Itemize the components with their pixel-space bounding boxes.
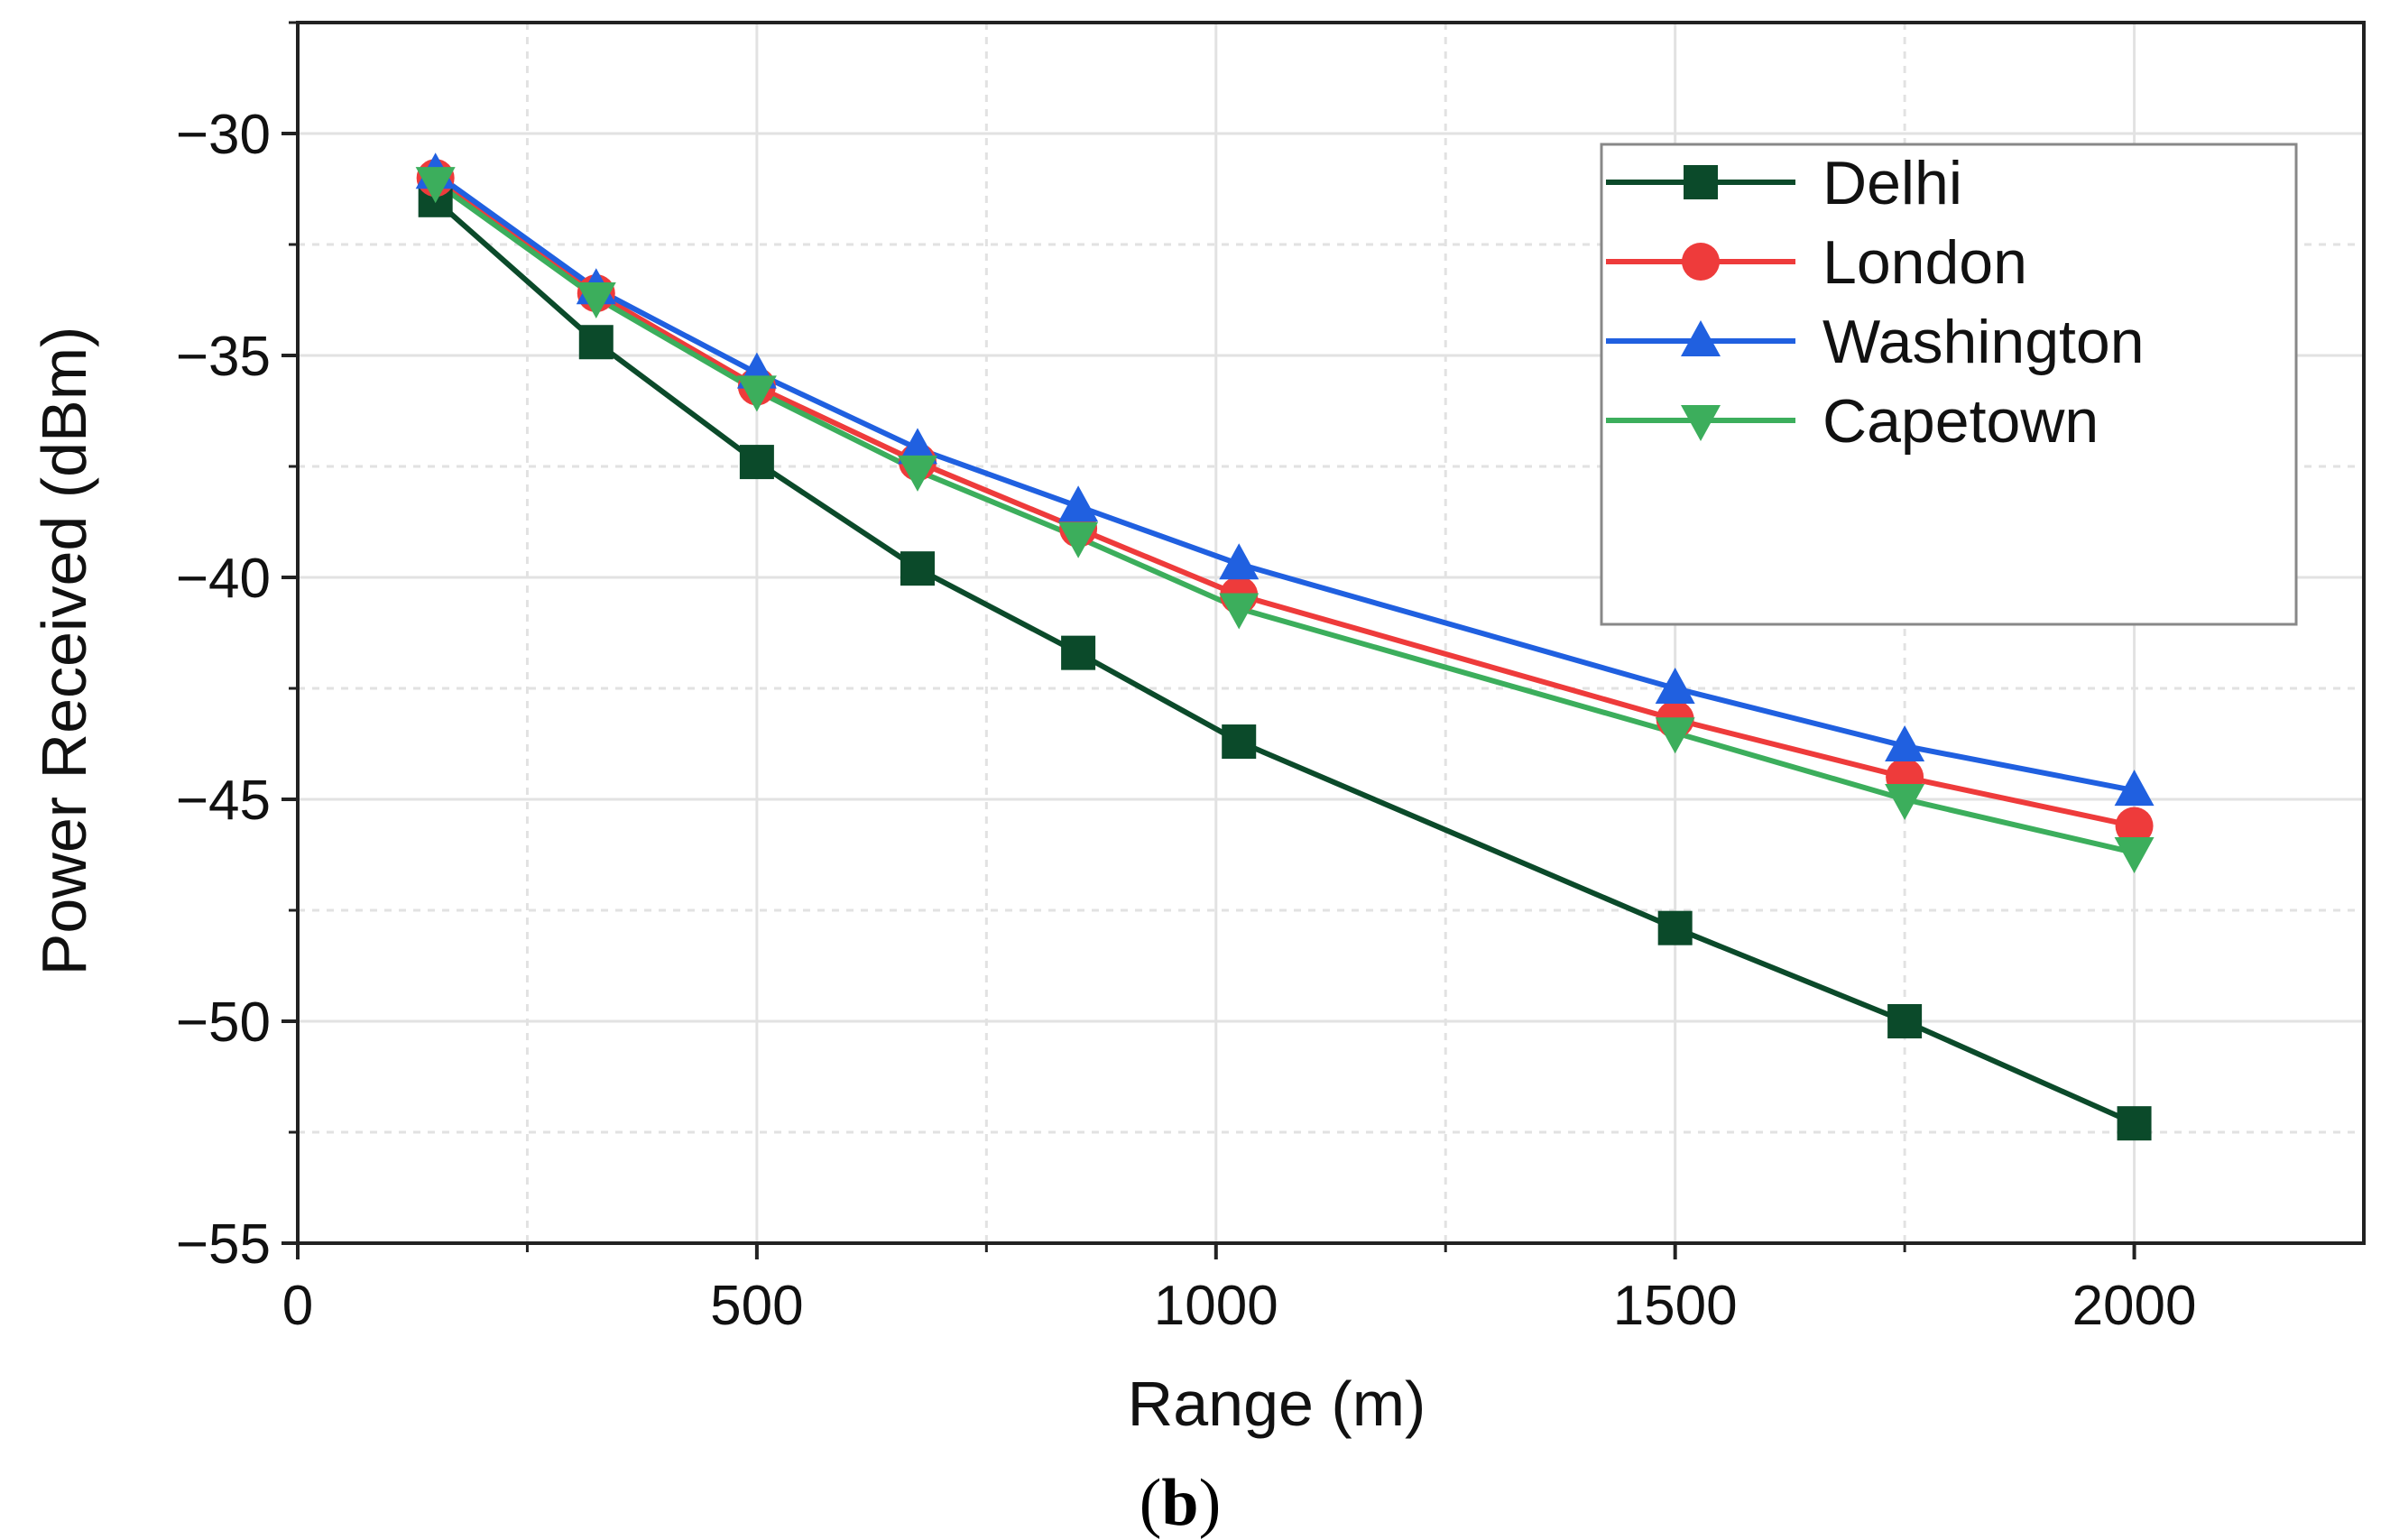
figure-caption: (b) [1140, 1466, 1221, 1540]
legend-label-capetown: Capetown [1822, 387, 2099, 456]
x-tick-label: 2000 [2072, 1275, 2197, 1337]
data-point-washington [1885, 724, 1925, 761]
y-tick-label: −30 [176, 104, 271, 166]
data-point-capetown [898, 455, 937, 492]
data-point-capetown [1219, 593, 1260, 630]
y-axis-title: Power Received (dBm) [29, 327, 99, 976]
legend: Delhi London Washington Capetown [1600, 143, 2298, 626]
legend-label-washington: Washington [1822, 308, 2145, 376]
axes: 0 500 1000 1500 2000 −30 −35 −40 −45 −50 −55 [176, 21, 2366, 1337]
legend-marker-london [1682, 243, 1720, 281]
caption-letter: b [1161, 1466, 1198, 1540]
data-point-delhi [900, 551, 935, 586]
data-point-washington [2114, 770, 2155, 807]
x-tick-label: 500 [710, 1275, 803, 1337]
legend-box [1600, 143, 2298, 626]
data-point-delhi [1061, 635, 1096, 670]
legend-label-delhi: Delhi [1822, 149, 1962, 217]
data-point-delhi [739, 445, 774, 480]
data-point-capetown [2114, 837, 2155, 874]
data-point-washington [1655, 668, 1695, 704]
data-point-capetown [736, 375, 777, 412]
data-point-delhi [1222, 724, 1257, 760]
legend-marker-capetown [1681, 405, 1721, 441]
legend-label-london: London [1822, 228, 2027, 297]
data-point-capetown [1058, 521, 1099, 558]
legend-marker-delhi [1684, 165, 1718, 199]
data-point-delhi [1657, 910, 1693, 945]
y-tick-label: −55 [176, 1213, 271, 1276]
series-markers [415, 152, 2155, 1141]
y-tick-label: −35 [176, 326, 271, 388]
caption-close-paren: ) [1199, 1466, 1222, 1540]
caption-open-paren: ( [1140, 1466, 1162, 1540]
data-point-capetown [415, 167, 456, 204]
x-axis-title: Range (m) [1128, 1369, 1426, 1439]
data-point-london [2115, 807, 2154, 845]
data-point-delhi [1887, 1004, 1923, 1038]
x-tick-label: 0 [282, 1275, 313, 1337]
y-tick-label: −50 [176, 991, 271, 1054]
data-point-delhi [2117, 1106, 2152, 1141]
data-point-washington [1219, 543, 1260, 580]
data-point-capetown [1885, 784, 1925, 820]
data-point-washington [1058, 485, 1099, 522]
plot-frame [296, 21, 2366, 1245]
data-point-capetown [1655, 717, 1695, 754]
data-point-capetown [576, 282, 616, 319]
y-tick-label: −40 [176, 548, 271, 610]
data-point-delhi [578, 325, 614, 360]
y-tick-label: −45 [176, 770, 271, 832]
x-tick-label: 1000 [1154, 1275, 1278, 1337]
legend-marker-washington [1681, 320, 1721, 356]
x-tick-label: 1500 [1613, 1275, 1738, 1337]
data-point-washington [898, 428, 937, 465]
